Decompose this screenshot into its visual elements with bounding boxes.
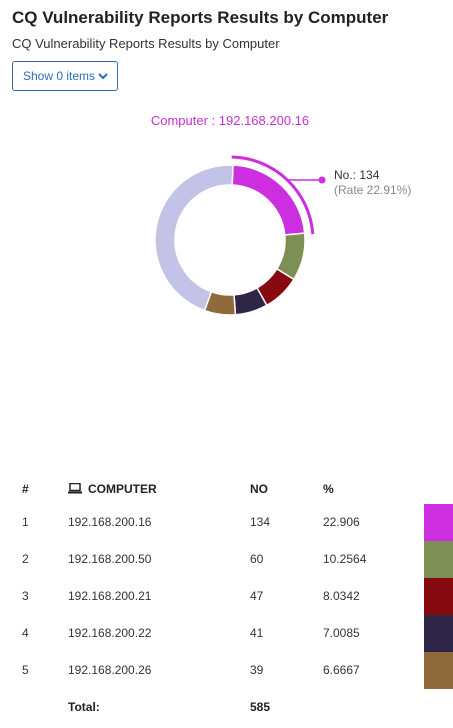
- donut-slice-192.168.200.16[interactable]: [231, 164, 306, 236]
- chart-title: Computer : 192.168.200.16: [150, 113, 310, 128]
- row-color-swatch: [424, 504, 453, 541]
- row-color-swatch: [424, 615, 453, 652]
- header-index: #: [22, 482, 29, 496]
- tooltip-anchor-dot: [318, 176, 326, 184]
- table-total-row: Total: 585: [0, 689, 453, 726]
- table-row: 3 192.168.200.21 47 8.0342: [0, 578, 453, 615]
- table-row: 2 192.168.200.50 60 10.2564: [0, 541, 453, 578]
- header-no: NO: [250, 482, 268, 496]
- page-subtitle: CQ Vulnerability Reports Results by Comp…: [12, 36, 280, 51]
- table-row: 1 192.168.200.16 134 22.906: [0, 504, 453, 541]
- show-items-dropdown[interactable]: Show 0 items: [12, 61, 118, 91]
- row-color-swatch: [424, 652, 453, 689]
- tooltip-rate: (Rate 22.91%): [334, 183, 412, 197]
- show-items-label: Show 0 items: [23, 69, 96, 83]
- page-title: CQ Vulnerability Reports Results by Comp…: [12, 8, 389, 27]
- chevron-down-icon: [98, 73, 108, 80]
- header-computer: COMPUTER: [68, 482, 157, 496]
- laptop-icon: [68, 483, 82, 494]
- table-row: 5 192.168.200.26 39 6.6667: [0, 652, 453, 689]
- total-label: Total:: [68, 700, 100, 714]
- donut-chart: [154, 155, 326, 316]
- donut-highlight-arc: [231, 155, 315, 235]
- header-percent: %: [323, 482, 334, 496]
- tooltip-value: No.: 134: [334, 168, 380, 182]
- row-color-swatch: [424, 541, 453, 578]
- donut-slice-Other[interactable]: [154, 164, 234, 312]
- row-color-swatch: [424, 578, 453, 615]
- table-row: 4 192.168.200.22 41 7.0085: [0, 615, 453, 652]
- total-value: 585: [250, 700, 271, 714]
- chart-tooltip: No.: 134 (Rate 22.91%): [334, 168, 411, 198]
